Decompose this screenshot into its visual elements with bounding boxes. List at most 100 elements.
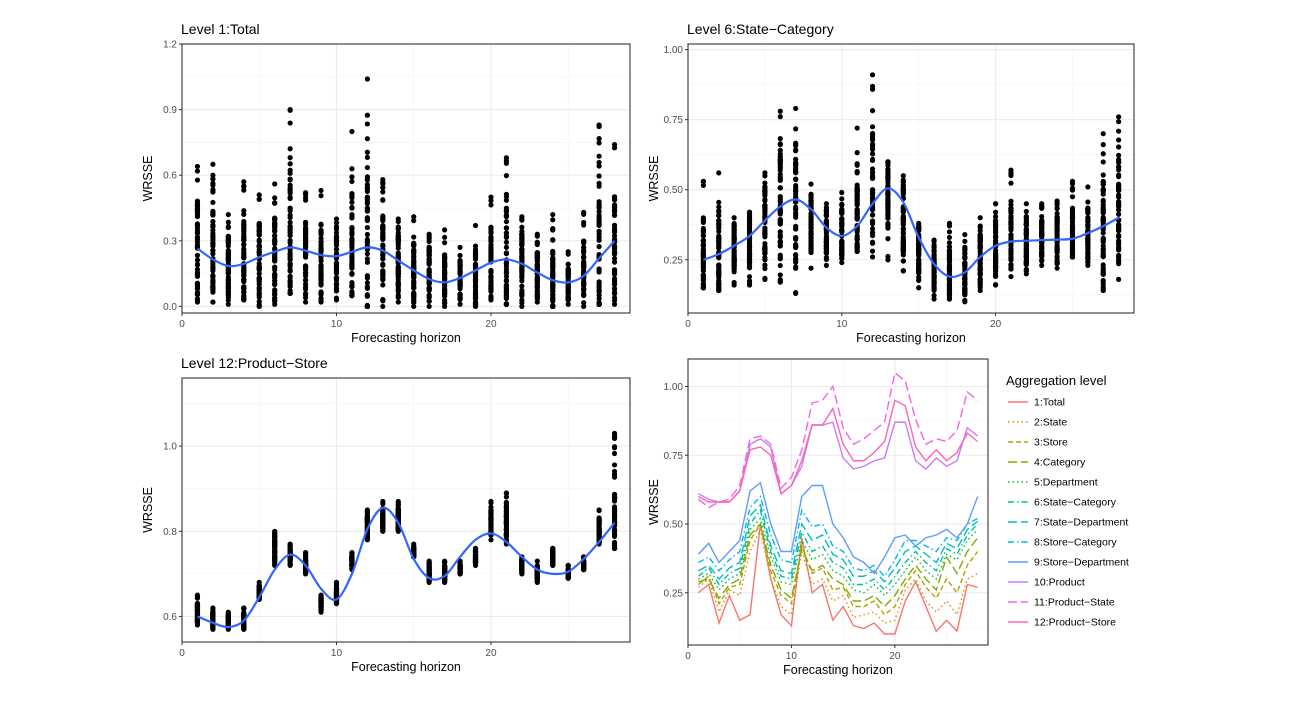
data-point xyxy=(854,150,860,156)
data-point xyxy=(210,279,216,286)
data-point xyxy=(596,234,602,240)
data-point xyxy=(488,254,494,260)
data-point xyxy=(442,264,448,270)
data-point xyxy=(885,223,891,229)
data-point xyxy=(716,287,722,293)
data-point xyxy=(287,107,293,113)
data-point xyxy=(1100,159,1106,165)
y-tick-label: 1.2 xyxy=(163,40,177,51)
data-point xyxy=(611,271,618,277)
data-point xyxy=(241,218,247,225)
data-point xyxy=(596,199,602,205)
data-point xyxy=(823,213,830,219)
data-point xyxy=(210,172,216,178)
data-point xyxy=(962,254,968,261)
data-point xyxy=(823,208,830,214)
data-point xyxy=(854,190,860,196)
data-point xyxy=(931,282,937,288)
data-point xyxy=(731,215,737,221)
data-point xyxy=(854,125,860,131)
data-point xyxy=(380,189,386,195)
y-tick-label: 0.6 xyxy=(163,171,177,182)
data-point xyxy=(364,256,370,262)
data-point xyxy=(1116,188,1122,194)
data-point xyxy=(869,130,876,137)
data-point xyxy=(565,251,571,257)
data-point xyxy=(596,301,602,307)
data-point xyxy=(503,266,510,273)
data-point xyxy=(287,268,293,274)
data-point xyxy=(977,265,983,271)
data-point xyxy=(194,177,201,183)
data-point xyxy=(869,124,876,130)
data-point xyxy=(700,264,706,270)
data-point xyxy=(380,256,386,262)
x-tick-label: 20 xyxy=(485,319,497,330)
data-point xyxy=(762,225,768,231)
data-point xyxy=(318,221,324,227)
data-point xyxy=(700,233,706,239)
data-point xyxy=(611,251,618,257)
data-point xyxy=(962,231,968,238)
data-point xyxy=(287,542,293,548)
data-point xyxy=(364,121,370,127)
data-point xyxy=(731,238,737,244)
data-point xyxy=(333,220,340,226)
data-point xyxy=(472,300,479,306)
data-point xyxy=(349,226,355,233)
data-point xyxy=(1039,253,1045,259)
data-point xyxy=(596,269,602,275)
data-point xyxy=(503,289,510,295)
data-point xyxy=(225,219,231,225)
data-point xyxy=(977,260,983,266)
data-point xyxy=(457,258,463,264)
data-point xyxy=(194,236,201,242)
data-point xyxy=(869,212,876,218)
data-point xyxy=(272,275,278,281)
data-point xyxy=(519,224,525,230)
data-point xyxy=(241,208,247,214)
data-point xyxy=(349,231,355,238)
data-point xyxy=(534,571,540,577)
data-point xyxy=(777,185,783,191)
data-point xyxy=(210,247,216,254)
data-point xyxy=(1008,180,1014,186)
data-point xyxy=(488,284,494,290)
data-point xyxy=(1023,208,1029,215)
data-point xyxy=(380,242,386,248)
y-axis-label: WRSSE xyxy=(141,156,155,202)
data-point xyxy=(380,213,386,219)
data-point xyxy=(900,177,906,183)
data-point xyxy=(272,239,278,245)
data-point xyxy=(581,255,587,261)
plot-border xyxy=(181,43,631,314)
data-point xyxy=(272,254,278,260)
data-point xyxy=(256,232,262,238)
data-point xyxy=(716,212,722,219)
data-point xyxy=(839,189,845,196)
data-point xyxy=(1054,259,1060,266)
data-point xyxy=(1100,207,1106,213)
data-point xyxy=(992,209,999,215)
data-point xyxy=(854,235,860,241)
data-point xyxy=(1069,218,1076,224)
data-point xyxy=(1116,234,1122,240)
data-point xyxy=(225,612,231,618)
data-point xyxy=(1116,128,1122,134)
data-point xyxy=(411,271,417,278)
data-point xyxy=(1100,151,1106,157)
data-point xyxy=(287,561,293,567)
data-point xyxy=(808,218,814,225)
data-point xyxy=(333,590,340,596)
data-point xyxy=(488,247,494,253)
data-point xyxy=(1054,215,1060,222)
data-point xyxy=(411,278,417,284)
data-point xyxy=(550,286,556,292)
data-point xyxy=(700,285,706,291)
data-point xyxy=(349,271,355,277)
data-point xyxy=(1116,167,1122,173)
data-point xyxy=(256,222,262,228)
data-point xyxy=(793,290,799,296)
data-point xyxy=(333,238,340,244)
data-point xyxy=(916,285,922,291)
